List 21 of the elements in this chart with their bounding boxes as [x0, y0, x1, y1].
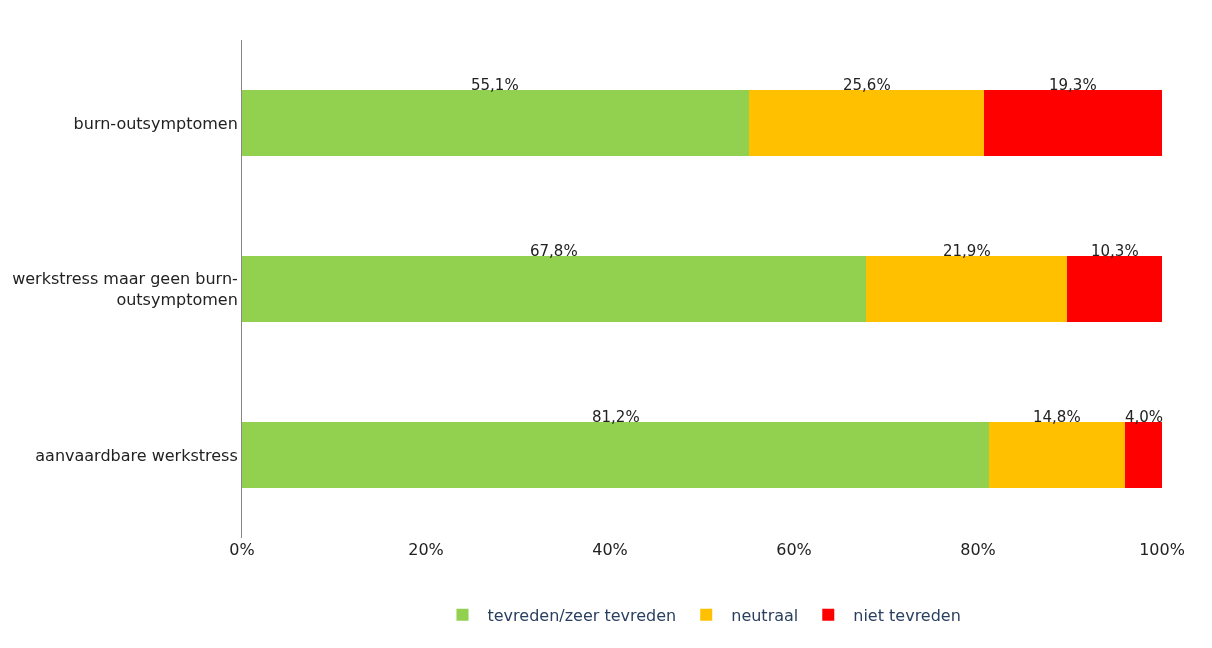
x-tick-label: 100%: [1139, 540, 1185, 559]
x-tick-label: 80%: [960, 540, 996, 559]
data-label: 10,3%: [1091, 242, 1139, 260]
y-tick-label: aanvaardbare werkstress: [35, 445, 238, 465]
x-tick-label: 20%: [408, 540, 444, 559]
data-label: 4,0%: [1125, 408, 1164, 426]
y-tick-label: werkstress maar geen burn-outsymptomen: [12, 269, 238, 309]
legend-label: neutraal: [731, 605, 799, 625]
x-tick-label: 60%: [776, 540, 812, 559]
data-label: 81,2%: [592, 408, 640, 426]
data-label: 25,6%: [843, 76, 891, 94]
y-tick-label: burn-outsymptomen: [73, 113, 238, 133]
x-tick-label: 0%: [229, 540, 255, 559]
data-label: 21,9%: [943, 242, 991, 260]
legend-label: niet tevreden: [853, 605, 961, 625]
data-label: 14,8%: [1033, 408, 1081, 426]
legend-label: tevreden/zeer tevreden: [487, 605, 677, 625]
data-label: 55,1%: [471, 76, 519, 94]
x-tick-label: 40%: [592, 540, 628, 559]
data-label: 19,3%: [1049, 76, 1097, 94]
data-label: 67,8%: [530, 242, 578, 260]
